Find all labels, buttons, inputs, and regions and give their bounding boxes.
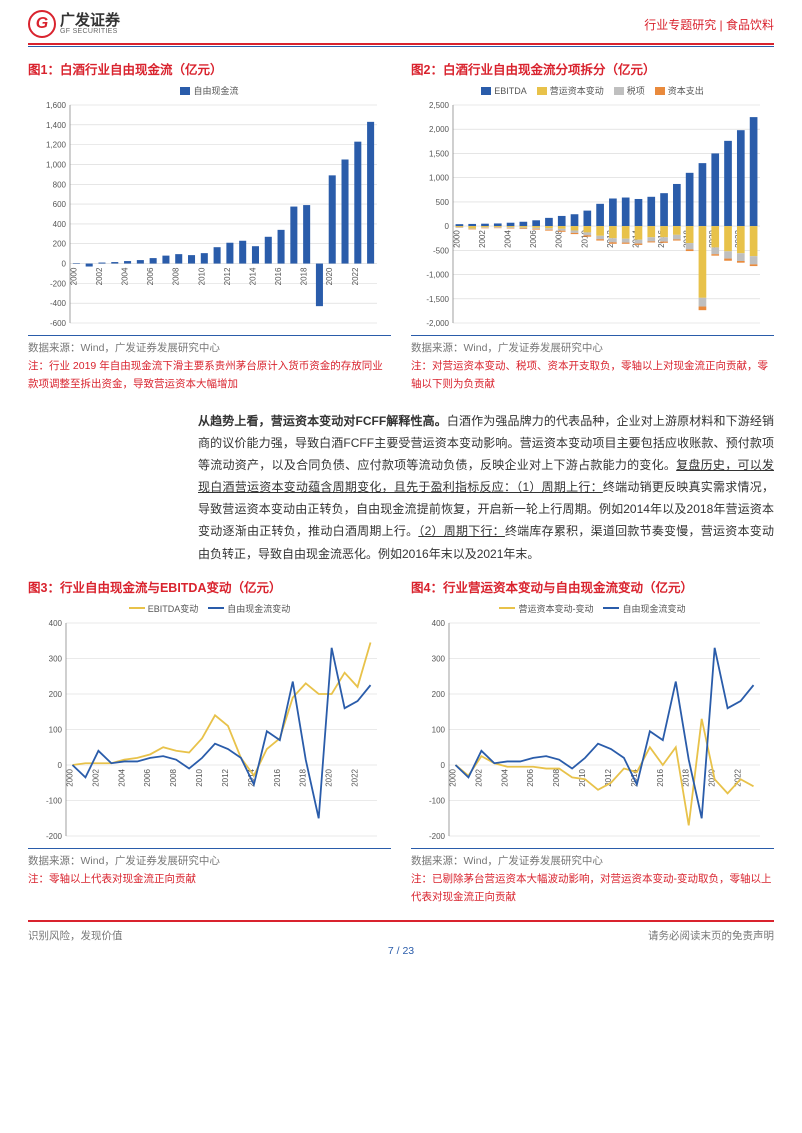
svg-text:2002: 2002 [474,768,483,786]
svg-text:2,000: 2,000 [429,125,450,134]
svg-text:2002: 2002 [478,230,487,248]
chart-4-block: 图4：行业营运资本变动与自由现金流变动（亿元） 营运资本变动-变动自由现金流变动… [411,577,774,907]
svg-text:300: 300 [432,654,446,663]
logo: G 广发证券 GF SECURITIES [28,10,120,38]
page-footer: 识别风险，发现价值 请务必阅读末页的免责声明 [28,920,774,943]
svg-text:1,200: 1,200 [46,141,67,150]
svg-text:2006: 2006 [526,768,535,786]
logo-en: GF SECURITIES [60,28,120,35]
chart-3-source: 数据来源：Wind，广发证券发展研究中心 注：零轴以上代表对现金流正向贡献 [28,848,391,889]
chart-2-title: 图2：白酒行业自由现金流分项拆分（亿元） [411,59,774,78]
header-category: 行业专题研究 | 食品饮料 [644,16,774,33]
svg-text:2012: 2012 [221,768,230,786]
svg-text:500: 500 [436,198,450,207]
svg-text:-200: -200 [46,832,63,841]
svg-text:-600: -600 [50,319,67,328]
svg-text:2006: 2006 [146,267,155,285]
svg-text:2008: 2008 [552,768,561,786]
chart-4-source: 数据来源：Wind，广发证券发展研究中心 注：已剔除茅台营运资本大幅波动影响，对… [411,848,774,907]
footer-right: 请务必阅读末页的免责声明 [648,928,774,943]
svg-text:2,500: 2,500 [429,101,450,110]
svg-text:2010: 2010 [195,768,204,786]
svg-text:2002: 2002 [91,768,100,786]
svg-text:2022: 2022 [351,267,360,285]
svg-text:0: 0 [445,222,450,231]
svg-text:-500: -500 [433,246,450,255]
svg-text:-200: -200 [429,832,446,841]
svg-text:2018: 2018 [682,768,691,786]
svg-text:2018: 2018 [300,267,309,285]
svg-text:2004: 2004 [504,230,513,248]
svg-text:-2,000: -2,000 [426,319,449,328]
svg-text:2008: 2008 [169,768,178,786]
svg-text:2004: 2004 [117,768,126,786]
svg-text:2018: 2018 [299,768,308,786]
page-number: 7 / 23 [28,945,774,957]
svg-text:2012: 2012 [223,267,232,285]
svg-text:-100: -100 [46,796,63,805]
svg-text:2020: 2020 [325,267,334,285]
chart-3: EBITDA变动自由现金流变动-200-10001002003004002000… [28,602,391,842]
svg-text:800: 800 [53,180,67,189]
svg-text:200: 200 [432,690,446,699]
svg-text:400: 400 [53,220,67,229]
svg-text:0: 0 [441,761,446,770]
svg-text:2000: 2000 [448,768,457,786]
svg-text:0: 0 [62,260,67,269]
svg-text:0: 0 [58,761,63,770]
logo-cn: 广发证券 [60,13,120,28]
svg-text:-200: -200 [50,279,67,288]
svg-text:1,000: 1,000 [46,160,67,169]
chart-1-title: 图1：白酒行业自由现金流（亿元） [28,59,391,78]
svg-text:2022: 2022 [351,768,360,786]
svg-text:2000: 2000 [65,768,74,786]
svg-text:1,400: 1,400 [46,121,67,130]
svg-text:600: 600 [53,200,67,209]
svg-text:-1,500: -1,500 [426,295,449,304]
chart-2: EBITDA营运资本变动税项资本支出-2,000-1,500-1,000-500… [411,84,774,329]
chart-1-source: 数据来源：Wind，广发证券发展研究中心 注：行业 2019 年自由现金流下滑主… [28,335,391,394]
svg-text:-100: -100 [429,796,446,805]
svg-text:2008: 2008 [172,267,181,285]
chart-4: 营运资本变动-变动自由现金流变动-200-1000100200300400200… [411,602,774,842]
chart-1-block: 图1：白酒行业自由现金流（亿元） 自由现金流-600-400-200020040… [28,59,391,394]
svg-text:2008: 2008 [555,230,564,248]
logo-icon: G [28,10,56,38]
body-paragraph: 从趋势上看，营运资本变动对FCFF解释性高。白酒作为强品牌力的代表品种，企业对上… [28,410,774,565]
chart-3-block: 图3：行业自由现金流与EBITDA变动（亿元） EBITDA变动自由现金流变动-… [28,577,391,907]
svg-text:200: 200 [53,240,67,249]
svg-text:100: 100 [432,725,446,734]
svg-text:100: 100 [49,725,63,734]
svg-text:400: 400 [49,619,63,628]
svg-text:200: 200 [49,690,63,699]
svg-text:300: 300 [49,654,63,663]
svg-text:2004: 2004 [500,768,509,786]
svg-text:2010: 2010 [197,267,206,285]
svg-text:1,600: 1,600 [46,101,67,110]
svg-text:2016: 2016 [656,768,665,786]
chart-3-title: 图3：行业自由现金流与EBITDA变动（亿元） [28,577,391,596]
svg-text:2020: 2020 [325,768,334,786]
svg-text:2022: 2022 [734,768,743,786]
svg-text:2000: 2000 [69,267,78,285]
svg-text:1,000: 1,000 [429,174,450,183]
svg-text:2006: 2006 [143,768,152,786]
chart-2-block: 图2：白酒行业自由现金流分项拆分（亿元） EBITDA营运资本变动税项资本支出-… [411,59,774,394]
svg-text:1,500: 1,500 [429,149,450,158]
svg-text:2006: 2006 [529,230,538,248]
page-header: G 广发证券 GF SECURITIES 行业专题研究 | 食品饮料 [28,0,774,45]
svg-text:400: 400 [432,619,446,628]
chart-2-source: 数据来源：Wind，广发证券发展研究中心 注：对营运资本变动、税项、资本开支取负… [411,335,774,394]
svg-text:2016: 2016 [274,267,283,285]
svg-text:-400: -400 [50,299,67,308]
svg-text:2000: 2000 [452,230,461,248]
chart-1: 自由现金流-600-400-20002004006008001,0001,200… [28,84,391,329]
svg-text:2014: 2014 [248,267,257,285]
svg-text:2002: 2002 [95,267,104,285]
svg-text:2004: 2004 [121,267,130,285]
chart-4-title: 图4：行业营运资本变动与自由现金流变动（亿元） [411,577,774,596]
svg-text:2016: 2016 [273,768,282,786]
svg-text:-1,000: -1,000 [426,271,449,280]
footer-left: 识别风险，发现价值 [28,928,123,943]
